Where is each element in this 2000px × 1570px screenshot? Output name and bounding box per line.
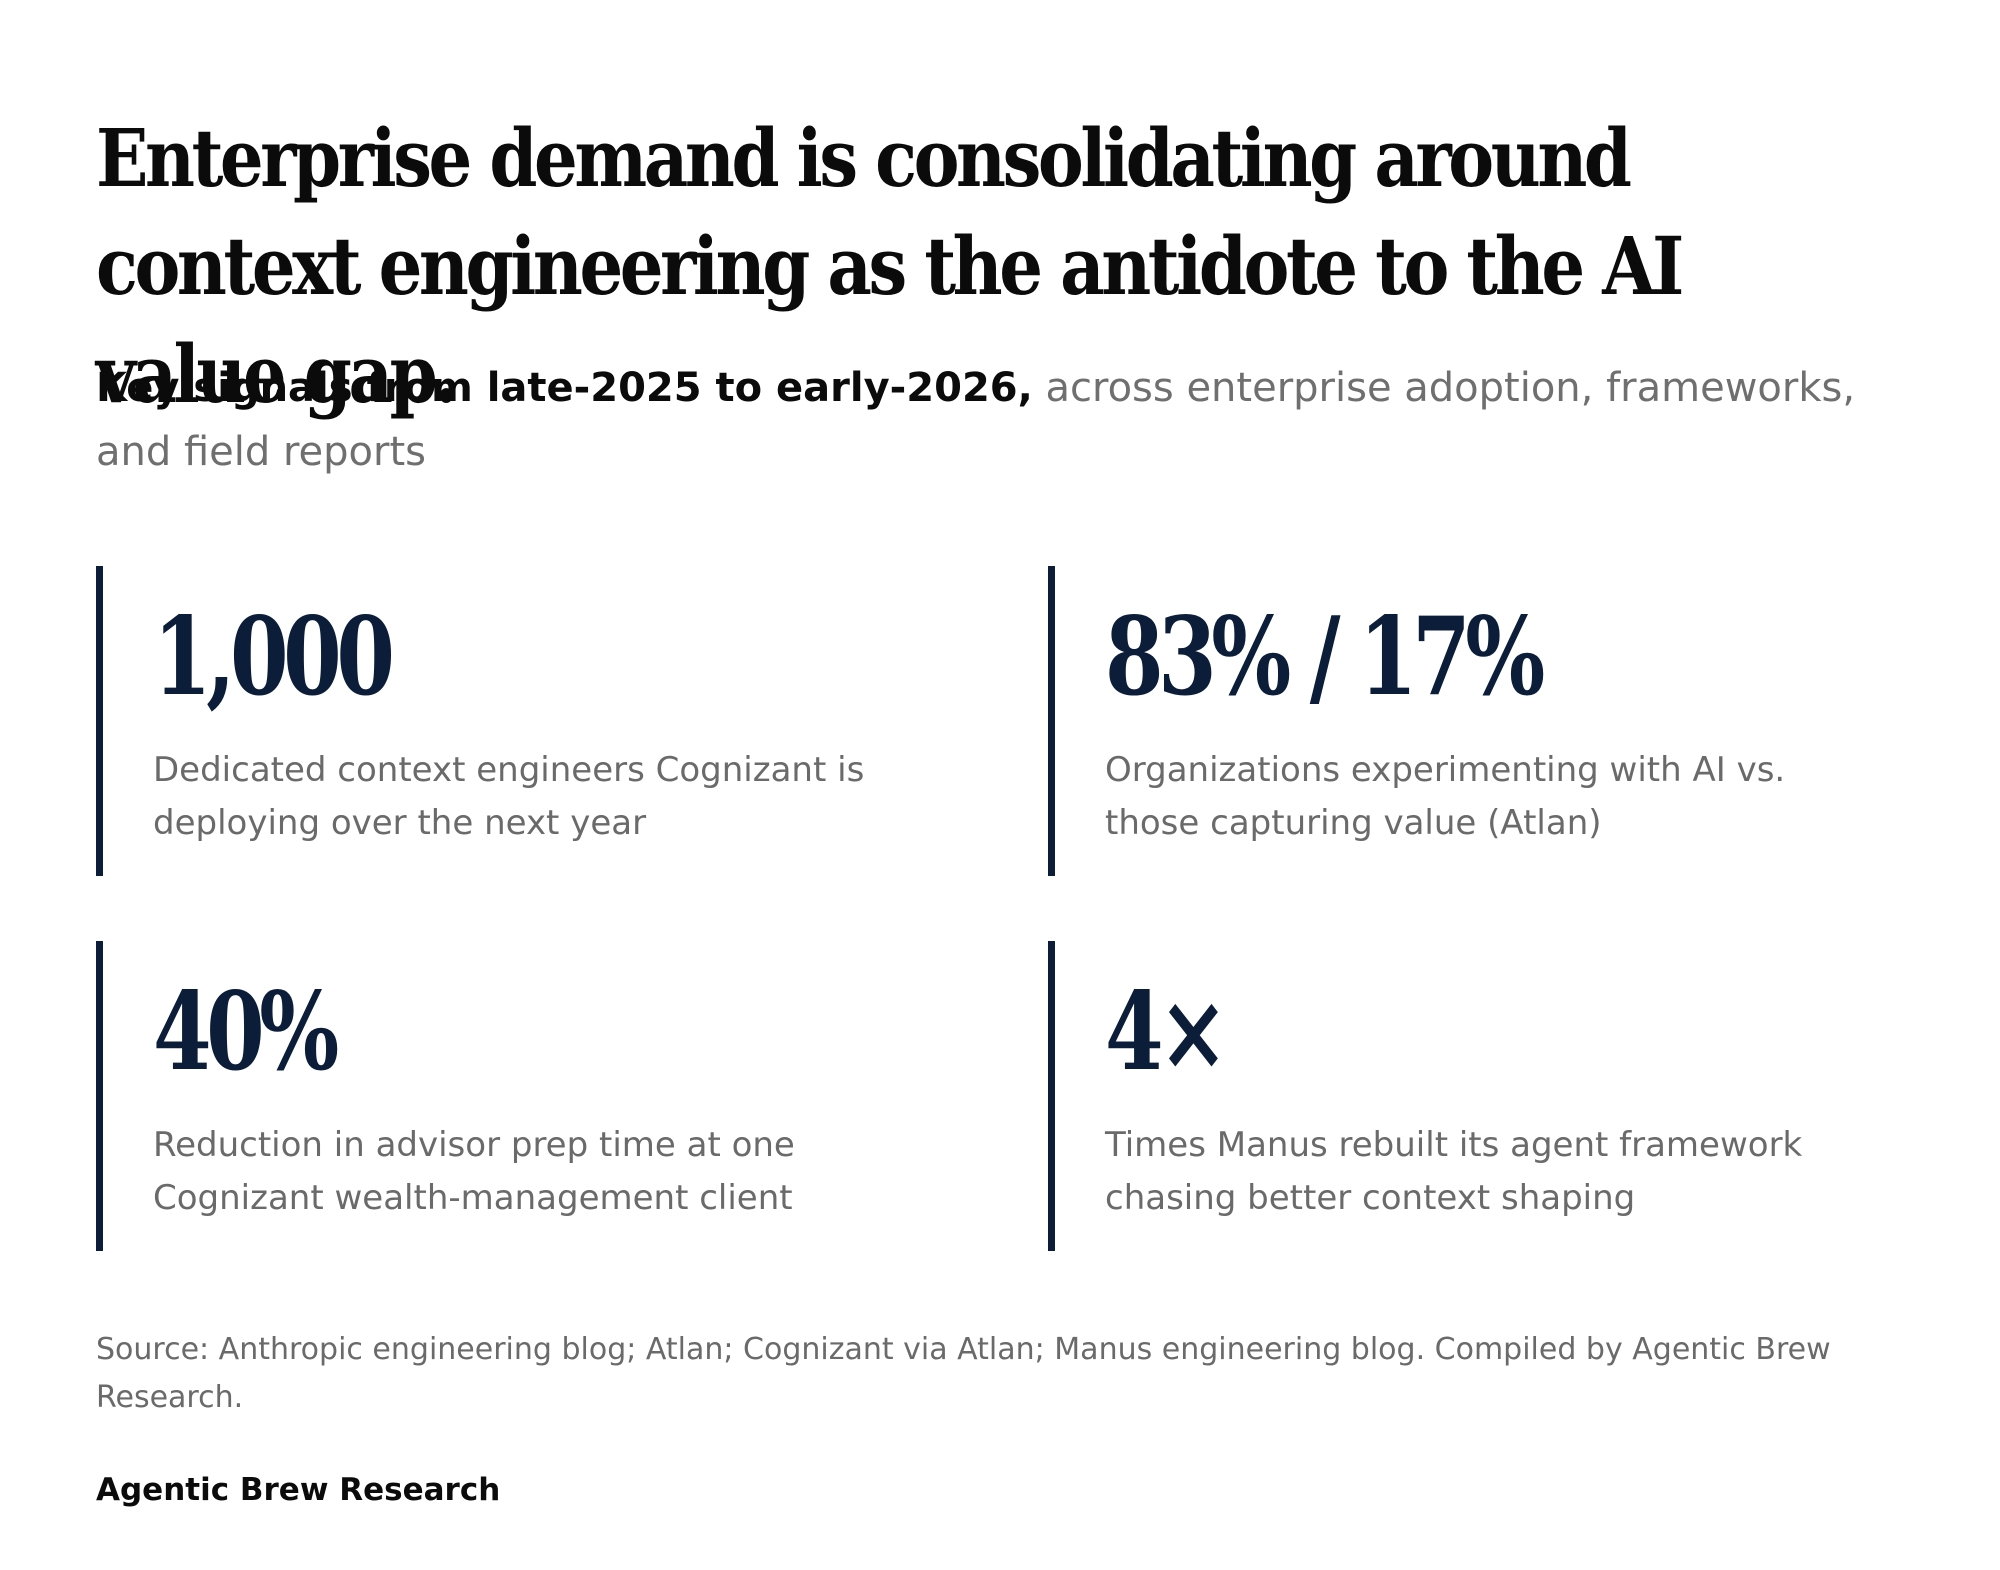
stat-value: 83% / 17% bbox=[1105, 594, 1545, 720]
source-note: Source: Anthropic engineering blog; Atla… bbox=[96, 1332, 1831, 1415]
stat-description: Times Manus rebuilt its agent framework … bbox=[1105, 1125, 1803, 1218]
stat-card-experimenting-vs-capturing: 83% / 17% Organizations experimenting wi… bbox=[1048, 566, 1868, 876]
page-title: Enterprise demand is consolidating aroun… bbox=[96, 111, 1684, 421]
subtitle-lead: Key signals from late-2025 to early-2026… bbox=[96, 365, 1033, 411]
page-subtitle: Key signals from late-2025 to early-2026… bbox=[96, 356, 1916, 484]
subtitle-rest: across enterprise adoption, frameworks, … bbox=[96, 365, 1856, 475]
stat-card-prep-time-reduction: 40% Reduction in advisor prep time at on… bbox=[96, 941, 916, 1251]
stat-description: Organizations experimenting with AI vs. … bbox=[1105, 750, 1786, 843]
stat-value: 1,000 bbox=[153, 594, 395, 720]
brand-credit: Agentic Brew Research bbox=[96, 1472, 501, 1508]
stat-value: 4× bbox=[1105, 969, 1229, 1095]
stat-description: Dedicated context engineers Cognizant is… bbox=[153, 750, 865, 843]
stat-card-framework-rebuilds: 4× Times Manus rebuilt its agent framewo… bbox=[1048, 941, 1868, 1251]
stat-value: 40% bbox=[153, 969, 339, 1095]
stat-description: Reduction in advisor prep time at one Co… bbox=[153, 1125, 795, 1218]
stat-card-context-engineers: 1,000 Dedicated context engineers Cogniz… bbox=[96, 566, 916, 876]
